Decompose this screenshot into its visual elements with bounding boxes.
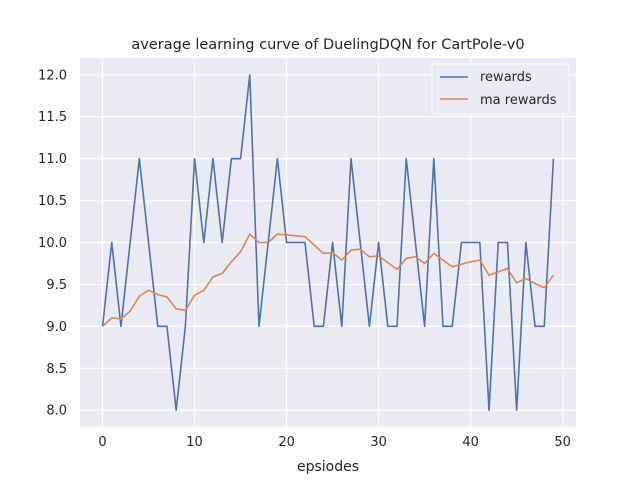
y-tick-label: 12.0	[38, 68, 67, 83]
y-tick-label: 11.0	[38, 152, 67, 167]
y-tick-label: 9.0	[46, 320, 67, 335]
y-tick-label: 10.0	[38, 236, 67, 251]
x-axis-label: epsiodes	[297, 459, 359, 475]
legend: rewards ma rewards	[431, 63, 570, 115]
y-tick-label: 8.5	[46, 362, 67, 377]
series-line-ma-rewards	[102, 233, 555, 327]
y-tick-label: 11.5	[38, 110, 67, 125]
y-tick-label: 10.5	[38, 194, 67, 209]
legend-label-rewards: rewards	[480, 70, 532, 85]
chart-title: average learning curve of DuelingDQN for…	[131, 37, 524, 53]
x-tick-labels: 0 10 20 30 40 50	[98, 435, 571, 450]
series-layer	[101, 73, 555, 412]
x-tick-label: 40	[462, 435, 479, 450]
x-tick-label: 0	[98, 435, 106, 450]
y-tick-label: 8.0	[46, 404, 67, 419]
x-tick-label: 10	[186, 435, 203, 450]
y-tick-label: 9.5	[46, 278, 67, 293]
x-tick-label: 50	[554, 435, 571, 450]
x-tick-label: 30	[370, 435, 387, 450]
y-tick-labels: 8.0 8.5 9.0 9.5 10.0 10.5 11.0 11.5 12.0	[38, 68, 67, 418]
legend-label-ma-rewards: ma rewards	[480, 93, 557, 108]
series-line-rewards	[101, 73, 555, 412]
x-tick-label: 20	[278, 435, 295, 450]
